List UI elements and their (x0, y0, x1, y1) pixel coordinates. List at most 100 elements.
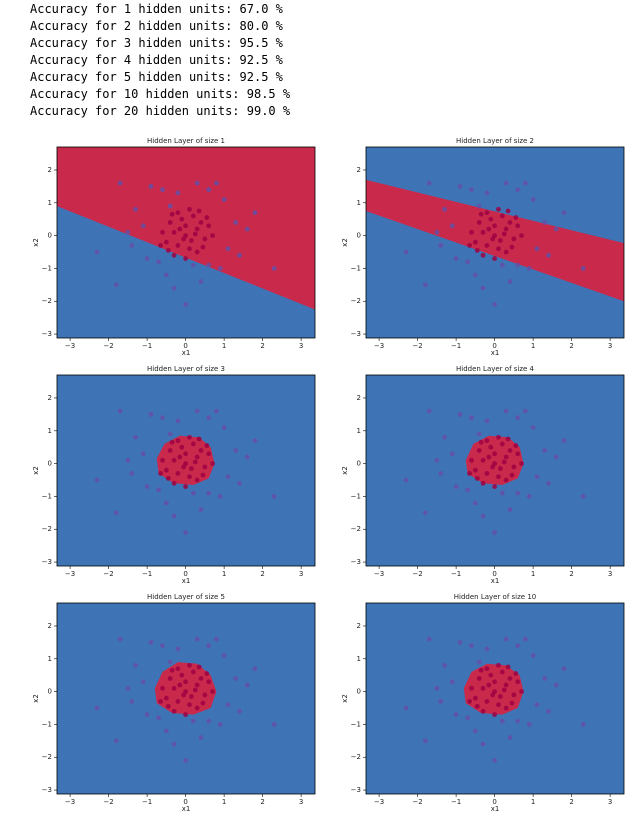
point (484, 210, 490, 216)
point (509, 700, 515, 706)
axes-frame (365, 602, 625, 795)
output-line: Accuracy for 4 hidden units: 92.5 % (30, 53, 283, 67)
point (496, 434, 501, 440)
point (125, 685, 131, 691)
point (148, 411, 154, 417)
point (252, 210, 258, 216)
point (403, 705, 409, 711)
point (165, 475, 171, 481)
point (183, 256, 189, 261)
point (233, 220, 239, 225)
x-tick-label: −2 (103, 798, 113, 806)
point (244, 454, 250, 460)
point (156, 259, 162, 265)
point (129, 699, 135, 704)
x-tick-label: −2 (412, 570, 422, 578)
point (497, 694, 503, 699)
plot-area (57, 147, 315, 338)
point (499, 718, 505, 724)
y-tick-label: −3 (42, 330, 52, 338)
point (188, 466, 194, 471)
y-tick-label: 1 (48, 427, 52, 435)
x-tick-label: 3 (608, 570, 612, 578)
point (474, 475, 480, 481)
point (165, 247, 171, 253)
point (181, 236, 187, 242)
point (158, 471, 163, 476)
point (515, 718, 521, 724)
axes-frame (56, 374, 316, 567)
point (467, 471, 472, 476)
point (214, 408, 219, 414)
x-tick-label: 3 (608, 798, 612, 806)
point (438, 699, 444, 704)
y-tick-label: 2 (357, 394, 361, 402)
point (204, 215, 210, 220)
y-tick-label: 0 (357, 688, 361, 696)
y-tick-label: −1 (42, 264, 52, 272)
point (140, 451, 146, 457)
point (233, 676, 239, 681)
point (188, 694, 194, 699)
point (198, 507, 204, 512)
x-axis-label: x1 (182, 577, 191, 585)
point (225, 474, 231, 480)
point (94, 477, 100, 483)
point (204, 671, 210, 676)
point (194, 226, 200, 232)
point (192, 231, 198, 237)
y-axis-label: x2 (32, 238, 40, 247)
point (486, 226, 492, 232)
output-line: Accuracy for 20 hidden units: 99.0 % (30, 104, 291, 118)
point (580, 494, 586, 499)
point (271, 494, 277, 499)
x-tick-label: 3 (608, 342, 612, 350)
x-tick-label: 2 (260, 798, 264, 806)
point (503, 180, 509, 186)
point (244, 226, 250, 232)
point (476, 676, 482, 681)
point (198, 448, 204, 453)
point (171, 708, 177, 714)
point (526, 494, 532, 499)
x-axis-label: x1 (491, 577, 500, 585)
output-line: Accuracy for 2 hidden units: 80.0 % (30, 19, 283, 33)
point (271, 266, 277, 271)
point (561, 210, 567, 216)
point (202, 236, 208, 242)
point (165, 703, 171, 709)
point (181, 692, 187, 698)
point (196, 436, 202, 442)
point (217, 722, 223, 727)
point (469, 457, 474, 463)
point (496, 702, 501, 708)
point (221, 197, 227, 202)
x-tick-label: 0 (492, 798, 496, 806)
point (515, 679, 521, 685)
point (194, 180, 200, 186)
point (492, 223, 498, 229)
point (422, 282, 428, 288)
point (125, 457, 131, 463)
point (434, 229, 440, 235)
point (442, 662, 447, 668)
point (144, 484, 150, 489)
y-tick-label: −2 (42, 753, 52, 761)
point (133, 206, 138, 212)
point (484, 438, 490, 444)
point (179, 216, 185, 222)
point (496, 662, 501, 668)
point (542, 448, 548, 453)
x-tick-label: −3 (65, 342, 75, 350)
point (492, 302, 498, 307)
point (171, 685, 177, 691)
decision-region (154, 662, 217, 715)
point (225, 246, 231, 252)
point (484, 418, 490, 424)
point (513, 215, 519, 220)
point (175, 190, 181, 196)
y-tick-label: −1 (42, 492, 52, 500)
point (94, 249, 100, 255)
point (133, 434, 138, 440)
